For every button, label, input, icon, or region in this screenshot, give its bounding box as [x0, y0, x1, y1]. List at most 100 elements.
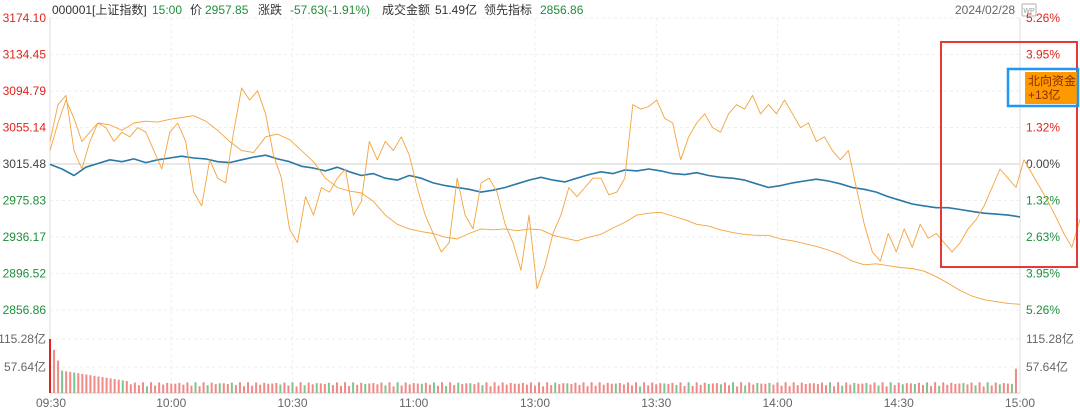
volume-bar — [950, 382, 953, 393]
volume-bar — [529, 382, 532, 393]
volume-bar — [881, 382, 884, 393]
volume-bar — [631, 385, 633, 393]
x-tick-label: 15:00 — [1005, 396, 1035, 410]
leader-label: 领先指标 — [484, 2, 532, 17]
volume-bar — [295, 386, 298, 393]
volume-bar — [538, 382, 541, 393]
volume-bar — [299, 382, 302, 393]
price-value: 2957.85 — [205, 3, 249, 17]
price-label: 价 — [190, 3, 202, 17]
turnover-label: 成交金额 — [382, 2, 430, 17]
highlight-red-box — [940, 41, 1078, 268]
y-left-tick-label: 2975.83 — [3, 194, 47, 208]
volume-bar — [287, 385, 290, 393]
volume-bar — [125, 381, 128, 393]
volume-bar — [711, 383, 714, 393]
volume-bar — [154, 385, 157, 393]
volume-bar — [772, 384, 775, 393]
volume-bar — [384, 385, 387, 393]
volume-bar — [683, 385, 686, 393]
volume-bar — [97, 376, 100, 393]
volume-bar — [917, 382, 920, 393]
volume-bar — [129, 384, 132, 393]
volume-bar — [497, 385, 500, 393]
volume-bar — [784, 382, 787, 393]
volume-bar — [796, 385, 799, 393]
volume-bar — [408, 384, 411, 393]
volume-bar — [618, 383, 621, 393]
volume-bar — [651, 382, 654, 393]
volume-bar — [279, 384, 282, 393]
volume-bar — [942, 382, 945, 393]
volume-bar — [1002, 383, 1005, 393]
volume-bar — [857, 383, 860, 393]
volume-bar — [614, 383, 617, 393]
volume-bar — [194, 382, 197, 393]
y-left-tick-label: 3055.14 — [3, 121, 47, 135]
index-line — [49, 154, 1021, 218]
volume-right-tick-label: 57.64亿 — [1026, 359, 1068, 374]
volume-bar — [744, 385, 747, 393]
volume-bar — [719, 384, 722, 393]
volume-bar — [1006, 383, 1009, 393]
volume-bar — [635, 382, 638, 393]
volume-bar — [752, 384, 755, 393]
volume-bar — [243, 386, 245, 393]
volume-bar — [930, 386, 933, 393]
volume-bar — [101, 377, 104, 393]
volume-bar — [303, 385, 306, 393]
volume-bar — [481, 385, 484, 393]
volume-bar — [715, 383, 718, 393]
volume-bar — [893, 385, 896, 393]
callout-line2: +13亿 — [1028, 87, 1060, 102]
volume-bar — [449, 382, 452, 393]
volume-bar — [93, 375, 96, 393]
y-right-tick-label: 3.95% — [1026, 48, 1060, 62]
volume-bar — [655, 384, 658, 393]
volume-bar — [913, 383, 916, 393]
leader-value: 2856.86 — [540, 3, 584, 17]
volume-bar — [792, 382, 795, 393]
y-left-tick-label: 3015.48 — [3, 157, 47, 171]
volume-bar — [368, 383, 371, 393]
volume-bar — [825, 385, 827, 393]
northbound-callout[interactable]: 北向资金 +13亿 — [1006, 67, 1080, 108]
change-label: 涨跌 — [258, 2, 282, 17]
volume-bar — [877, 385, 880, 393]
volume-bar — [307, 382, 310, 393]
volume-bar — [849, 384, 852, 393]
volume-bar — [1010, 383, 1013, 393]
volume-bar — [89, 375, 92, 393]
volume-bar — [671, 382, 674, 393]
volume-bar — [182, 384, 185, 393]
volume-bar — [404, 382, 407, 393]
volume-bar — [756, 383, 759, 393]
volume-bar — [222, 383, 225, 393]
volume-bar — [517, 383, 520, 393]
y-right-tick-label: 1.32% — [1026, 194, 1060, 208]
volume-bar — [691, 385, 694, 393]
volume-bar — [340, 385, 342, 393]
volume-bar — [489, 386, 492, 393]
volume-bar — [812, 383, 815, 393]
volume-bar — [780, 385, 783, 393]
volume-bar — [764, 383, 767, 393]
volume-bar — [166, 382, 169, 393]
x-tick-label: 11:00 — [399, 396, 428, 410]
volume-bar — [53, 349, 56, 393]
northbound-line — [49, 87, 1080, 290]
volume-bar — [170, 383, 173, 393]
volume-bar — [327, 382, 330, 393]
volume-bar — [210, 382, 213, 393]
volume-bar — [57, 360, 60, 393]
volume-bar — [695, 382, 698, 393]
y-left-tick-label: 3134.45 — [3, 48, 47, 62]
volume-bar — [865, 382, 868, 393]
volume-bar — [889, 382, 892, 393]
volume-bar — [982, 386, 985, 393]
volume-bar — [574, 382, 577, 393]
volume-bar — [259, 384, 262, 393]
turnover-value: 51.49亿 — [435, 2, 477, 17]
volume-bar — [376, 384, 379, 393]
